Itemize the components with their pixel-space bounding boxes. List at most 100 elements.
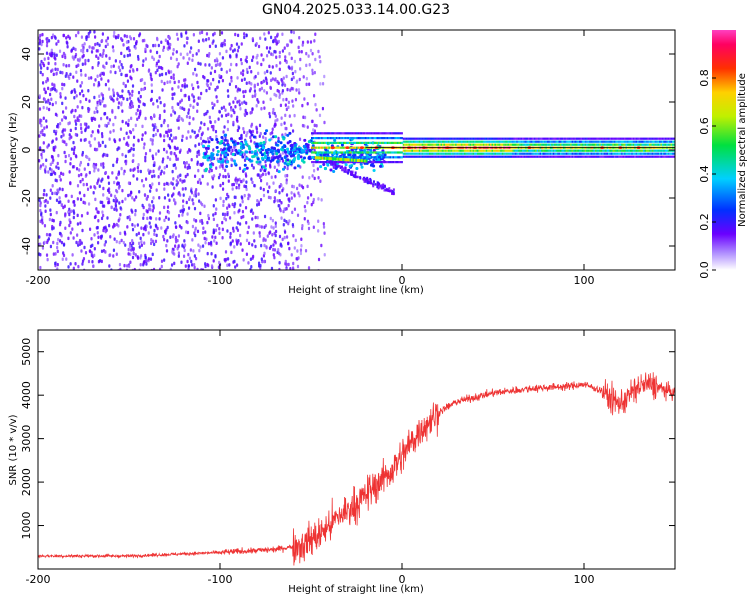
heatmap-cell [61, 139, 64, 143]
heatmap-cell [273, 92, 276, 97]
heatmap-cell [43, 133, 46, 137]
heatmap-cell [249, 130, 253, 134]
heatmap-cell [506, 143, 508, 146]
heatmap-cell [38, 252, 41, 256]
heatmap-cell [389, 132, 392, 135]
heatmap-cell [132, 247, 136, 251]
heatmap-cell [323, 231, 326, 235]
heatmap-cell [58, 49, 62, 54]
heatmap-cell [450, 143, 453, 146]
heatmap-cell [144, 256, 147, 260]
heatmap-cell [672, 143, 674, 146]
heatmap-cell [226, 89, 230, 93]
heatmap-cell [338, 137, 341, 140]
heatmap-cell [366, 137, 368, 140]
heatmap-cell [283, 161, 287, 165]
heatmap-cell [589, 137, 591, 140]
heatmap-cell [622, 143, 625, 146]
heatmap-cell [225, 257, 228, 262]
heatmap-cell [191, 198, 194, 202]
heatmap-cell [154, 43, 157, 48]
heatmap-cell [104, 229, 107, 234]
heatmap-cell [472, 143, 475, 146]
heatmap-cell [181, 208, 184, 213]
heatmap-cell [417, 152, 419, 155]
heatmap-cell [94, 42, 97, 47]
heatmap-cell [171, 169, 174, 174]
heatmap-cell [666, 152, 668, 155]
heatmap-cell [163, 196, 167, 200]
heatmap-cell [538, 152, 540, 155]
heatmap-cell [186, 150, 189, 155]
heatmap-cell [46, 76, 49, 81]
heatmap-cell [172, 163, 175, 168]
heatmap-cell [70, 90, 73, 95]
heatmap-cell [312, 146, 315, 149]
heatmap-cell [171, 96, 174, 101]
heatmap-cell [369, 137, 371, 140]
heatmap-cell [76, 222, 80, 226]
heatmap-cell [414, 149, 416, 152]
heatmap-cell [564, 152, 566, 155]
heatmap-cell [243, 77, 246, 82]
heatmap-cell [293, 207, 297, 211]
heatmap-cell [311, 174, 314, 178]
heatmap-cell [203, 236, 206, 241]
heatmap-cell [256, 82, 259, 87]
heatmap-cell [567, 140, 569, 143]
heatmap-cell [55, 165, 58, 169]
heatmap-cell [436, 140, 438, 143]
heatmap-cell [285, 235, 289, 239]
heatmap-cell [262, 187, 265, 192]
heatmap-cell [190, 158, 193, 162]
heatmap-cell [123, 34, 126, 38]
heatmap-cell [307, 221, 310, 226]
heatmap-cell [423, 149, 425, 152]
heatmap-cell [292, 266, 295, 270]
heatmap-cell [151, 252, 154, 257]
heatmap-cell [634, 149, 636, 152]
heatmap-cell [624, 155, 626, 158]
heatmap-cell [351, 158, 353, 162]
heatmap-cell [453, 143, 456, 146]
heatmap-cell [312, 156, 315, 159]
heatmap-cell [86, 155, 89, 160]
heatmap-cell [433, 143, 435, 146]
heatmap-cell [297, 148, 301, 152]
heatmap-cell [232, 229, 235, 233]
heatmap-cell [228, 263, 231, 267]
heatmap-cell [574, 143, 577, 146]
heatmap-cell [437, 155, 440, 158]
heatmap-cell [184, 93, 187, 98]
heatmap-cell [426, 140, 428, 143]
heatmap-cell [177, 251, 181, 255]
heatmap-cell [391, 132, 393, 135]
heatmap-cell [97, 56, 100, 61]
heatmap-cell [465, 149, 467, 152]
heatmap-cell [282, 222, 285, 227]
heatmap-cell [250, 122, 254, 127]
heatmap-cell [243, 158, 247, 163]
heatmap-cell [197, 61, 200, 66]
heatmap-cell [408, 143, 411, 146]
heatmap-cell [525, 140, 527, 143]
heatmap-cell [155, 61, 159, 66]
heatmap-cell [80, 126, 83, 131]
heatmap-cell [522, 143, 524, 146]
heatmap-cell [426, 149, 428, 152]
heatmap-cell [335, 137, 338, 140]
heatmap-cell [215, 95, 218, 99]
heatmap-cell [59, 178, 62, 182]
heatmap-cell [439, 155, 441, 158]
heatmap-cell [348, 161, 351, 164]
heatmap-cell [242, 94, 246, 99]
heatmap-cell [147, 207, 151, 211]
heatmap-cell [40, 123, 43, 128]
heatmap-cell [323, 120, 326, 125]
heatmap-cell [301, 43, 304, 47]
heatmap-cell [436, 155, 438, 158]
heatmap-cell [358, 159, 361, 163]
heatmap-cell [498, 140, 501, 143]
